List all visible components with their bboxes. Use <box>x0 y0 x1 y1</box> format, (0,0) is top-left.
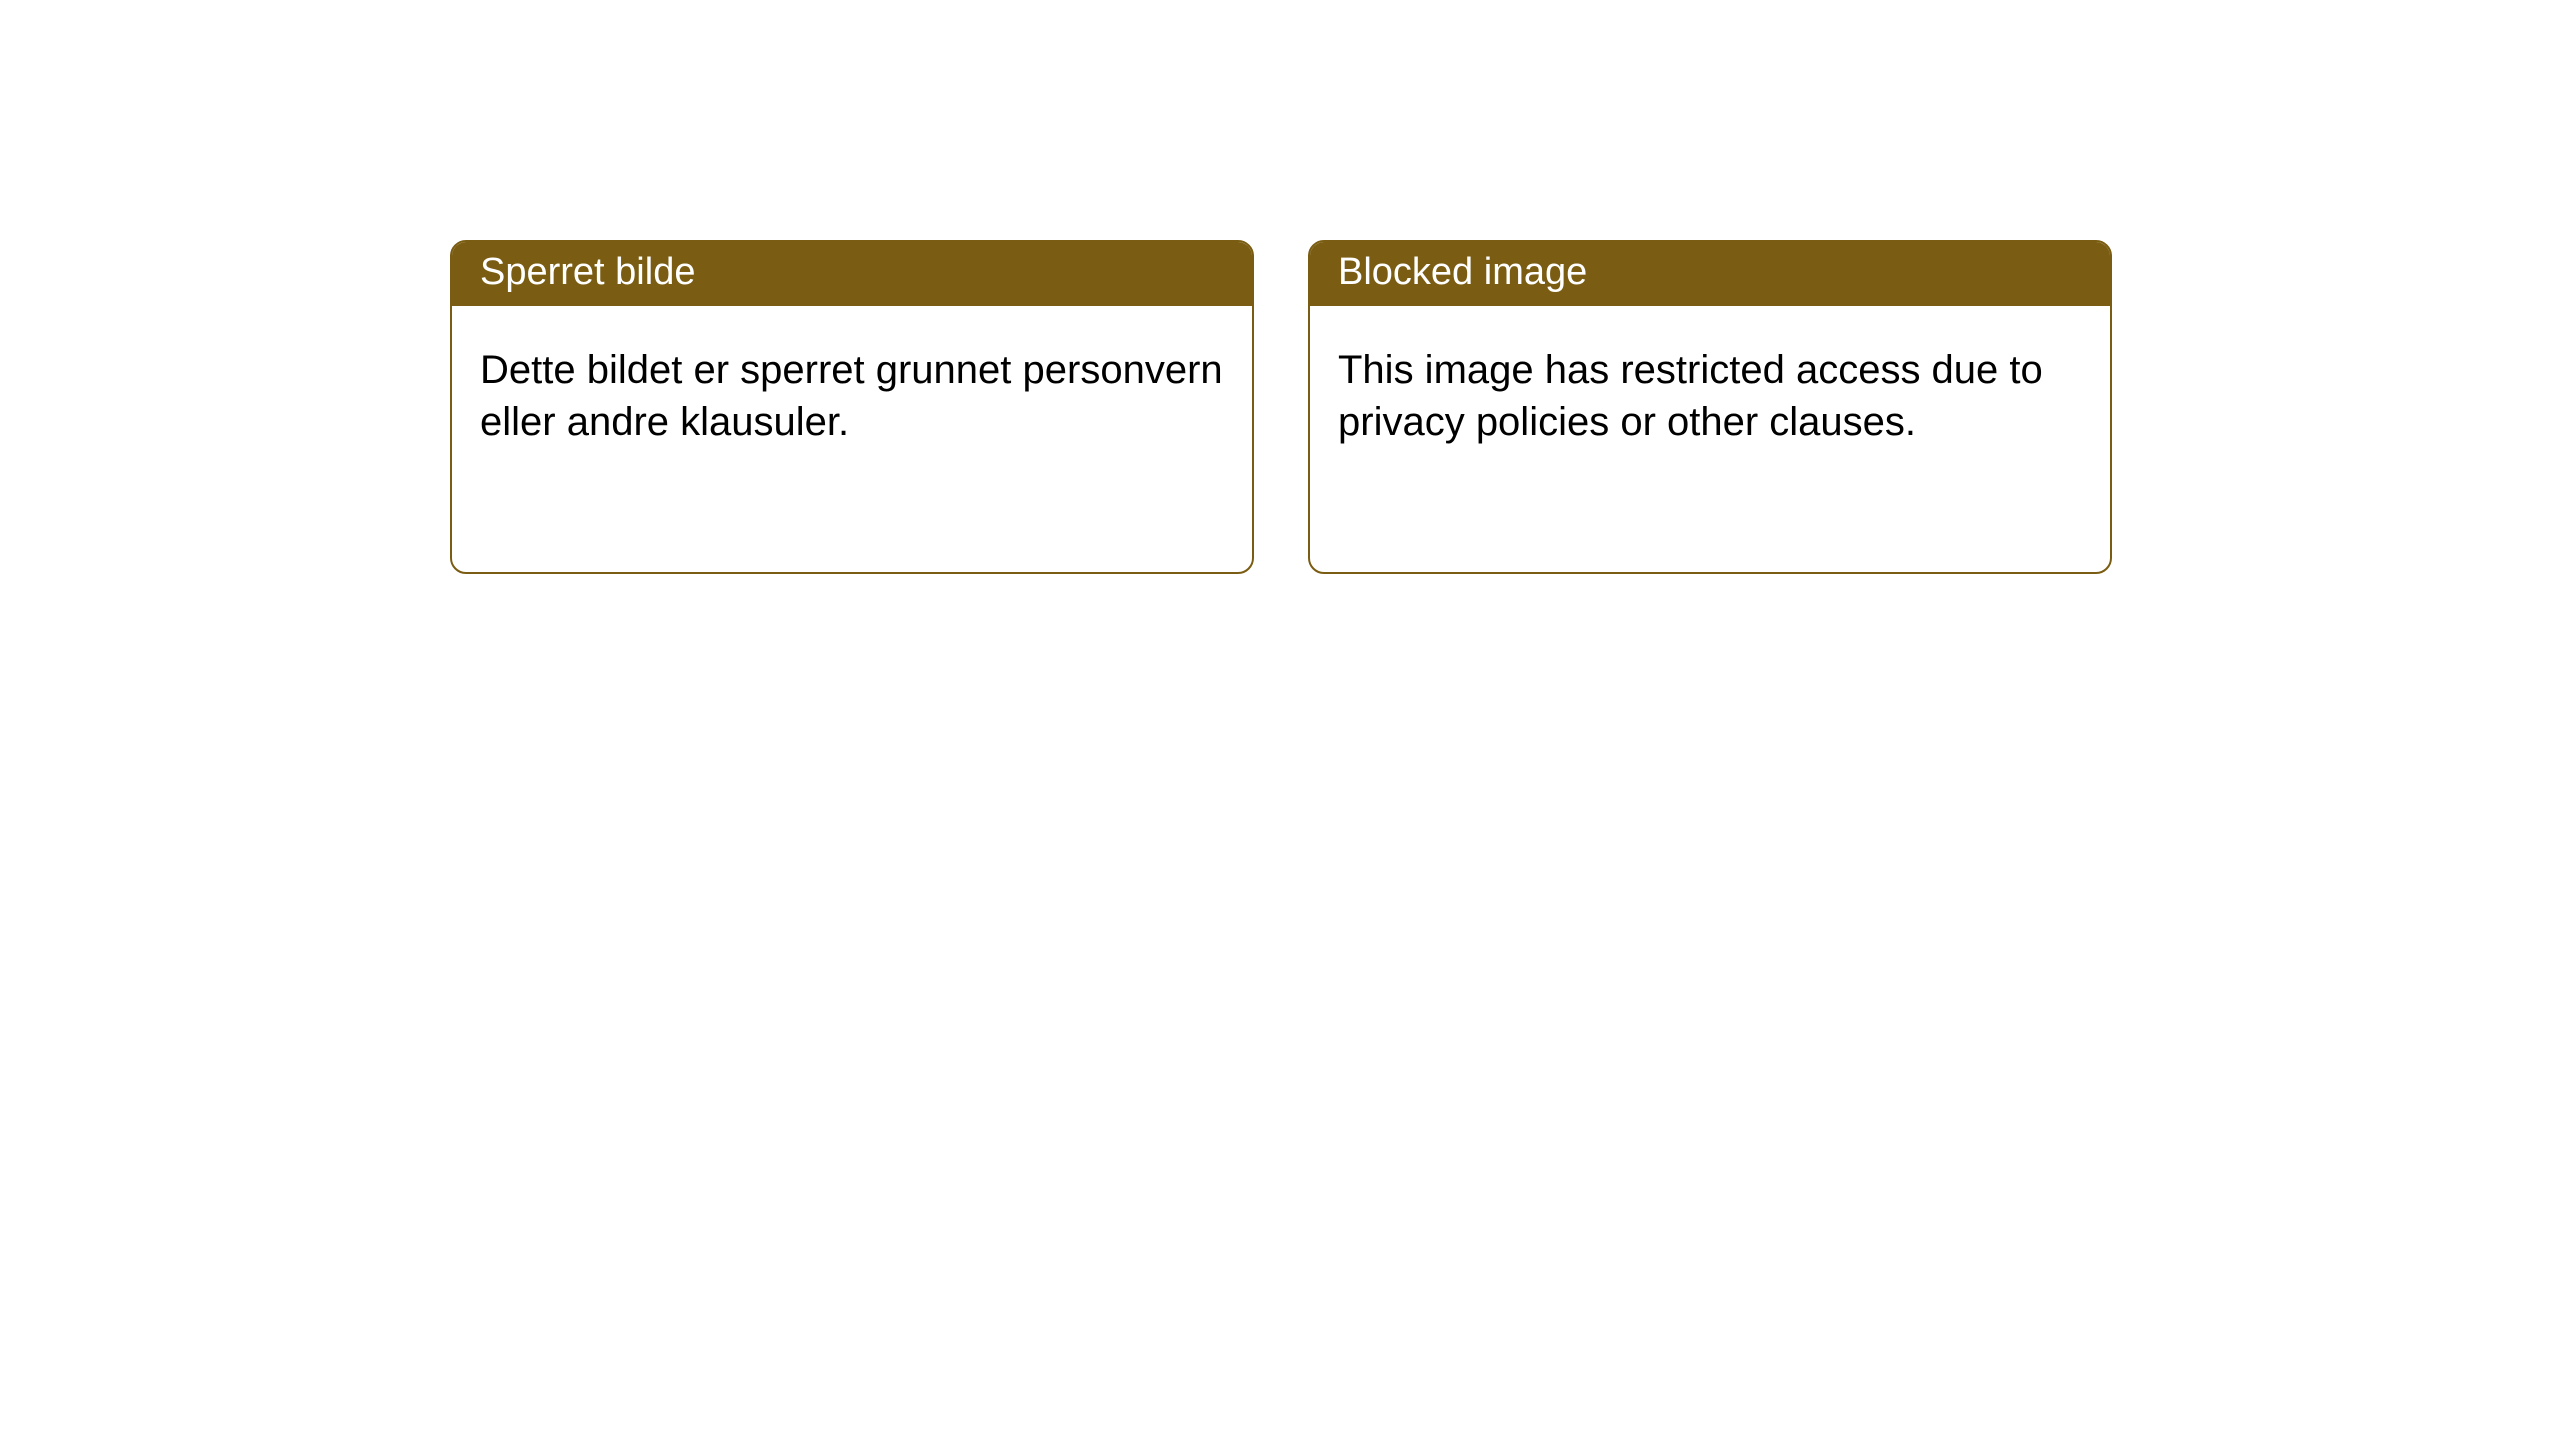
notice-header: Sperret bilde <box>452 242 1252 306</box>
notice-container: Sperret bilde Dette bildet er sperret gr… <box>0 0 2560 574</box>
notice-body: This image has restricted access due to … <box>1310 306 2110 476</box>
notice-card-norwegian: Sperret bilde Dette bildet er sperret gr… <box>450 240 1254 574</box>
notice-body: Dette bildet er sperret grunnet personve… <box>452 306 1252 476</box>
notice-header: Blocked image <box>1310 242 2110 306</box>
notice-card-english: Blocked image This image has restricted … <box>1308 240 2112 574</box>
